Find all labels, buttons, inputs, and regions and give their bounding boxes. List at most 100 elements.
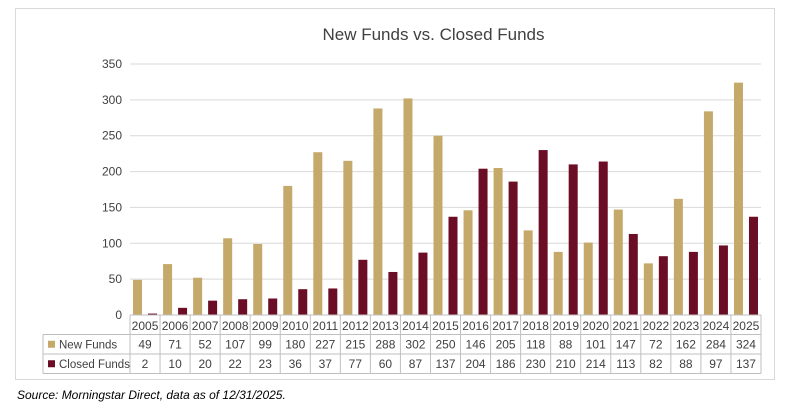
bar-new-funds xyxy=(673,198,683,315)
source-note: Source: Morningstar Direct, data as of 1… xyxy=(17,388,286,402)
y-tick-label: 300 xyxy=(102,93,122,107)
bar-closed-funds xyxy=(418,252,428,315)
data-label: 60 xyxy=(379,357,393,371)
bar-new-funds xyxy=(433,135,443,315)
x-tick-label: 2019 xyxy=(552,319,579,333)
data-label: 227 xyxy=(315,338,335,352)
y-tick-label: 200 xyxy=(102,165,122,179)
bar-new-funds xyxy=(703,111,713,316)
bar-closed-funds xyxy=(148,313,158,315)
data-label: 36 xyxy=(289,357,303,371)
y-tick-label: 250 xyxy=(102,129,122,143)
bar-new-funds xyxy=(523,230,533,315)
x-tick-label: 2016 xyxy=(462,319,489,333)
x-tick-label: 2006 xyxy=(162,319,189,333)
bar-closed-funds xyxy=(478,168,488,315)
x-tick-label: 2017 xyxy=(492,319,519,333)
data-label: 324 xyxy=(736,338,756,352)
bar-closed-funds xyxy=(388,271,398,315)
data-label: 147 xyxy=(616,338,636,352)
chart-title: New Funds vs. Closed Funds xyxy=(322,25,544,44)
x-tick-label: 2007 xyxy=(192,319,219,333)
data-label: 302 xyxy=(405,338,425,352)
bar-new-funds xyxy=(493,167,503,315)
x-tick-label: 2013 xyxy=(372,319,399,333)
bar-new-funds xyxy=(613,209,623,315)
chart: New Funds vs. Closed Funds 0 50 100 150 200 25… xyxy=(42,25,762,374)
bar-new-funds xyxy=(193,277,203,315)
bar-new-funds xyxy=(133,279,143,315)
data-label: 23 xyxy=(259,357,273,371)
bar-new-funds xyxy=(733,82,743,315)
data-label: 204 xyxy=(466,357,486,371)
data-label: 82 xyxy=(649,357,663,371)
data-label: 118 xyxy=(526,338,545,352)
legend-entry: New Funds xyxy=(59,340,117,352)
bar-closed-funds xyxy=(658,256,668,315)
bar-closed-funds xyxy=(688,251,698,315)
data-label: 87 xyxy=(409,357,423,371)
bar-new-funds xyxy=(163,264,173,315)
data-label: 2 xyxy=(142,357,149,371)
x-tick-label: 2022 xyxy=(642,319,669,333)
x-tick-label: 2025 xyxy=(733,319,760,333)
data-label: 20 xyxy=(198,357,212,371)
legend-swatch xyxy=(48,340,55,348)
data-label: 99 xyxy=(259,338,273,352)
y-tick-label: 50 xyxy=(109,272,123,286)
data-label: 284 xyxy=(706,338,726,352)
x-tick-label: 2012 xyxy=(342,319,369,333)
x-tick-label: 2014 xyxy=(402,319,429,333)
bar-new-funds xyxy=(313,152,323,315)
x-tick-label: 2020 xyxy=(582,319,609,333)
x-tick-label: 2015 xyxy=(432,319,459,333)
bar-closed-funds xyxy=(538,150,548,315)
x-tick-label: 2018 xyxy=(522,319,549,333)
bar-closed-funds xyxy=(568,164,578,315)
bar-closed-funds xyxy=(298,289,308,315)
data-label: 180 xyxy=(285,338,305,352)
y-tick-label: 350 xyxy=(102,57,122,71)
bar-closed-funds xyxy=(328,288,338,315)
bar-new-funds xyxy=(253,244,263,315)
data-label: 88 xyxy=(559,338,573,352)
bar-new-funds xyxy=(403,98,413,316)
bar-new-funds xyxy=(283,185,293,315)
legend-swatch xyxy=(48,360,55,368)
data-label: 186 xyxy=(496,357,516,371)
bar-new-funds xyxy=(463,210,473,315)
data-label: 88 xyxy=(679,357,693,371)
data-label: 146 xyxy=(466,338,486,352)
bar-new-funds xyxy=(643,263,653,315)
data-label: 37 xyxy=(319,357,333,371)
y-tick-label: 0 xyxy=(115,308,122,322)
bar-closed-funds xyxy=(268,298,278,315)
data-label: 22 xyxy=(228,357,242,371)
bar-new-funds xyxy=(553,251,563,315)
x-tick-label: 2008 xyxy=(222,319,249,333)
data-label: 137 xyxy=(736,357,756,371)
bar-closed-funds xyxy=(598,161,608,315)
bar-new-funds xyxy=(343,160,353,315)
data-label: 113 xyxy=(616,357,635,371)
legend-entry: Closed Funds xyxy=(59,359,130,371)
bar-new-funds xyxy=(583,242,593,315)
bar-closed-funds xyxy=(448,216,458,315)
data-label: 10 xyxy=(168,357,182,371)
y-tick-label: 150 xyxy=(102,200,122,214)
bar-closed-funds xyxy=(628,233,638,315)
chart-frame: New Funds vs. Closed Funds 0 50 100 150 200 25… xyxy=(15,8,775,380)
data-label: 205 xyxy=(496,338,516,352)
data-label: 250 xyxy=(435,338,455,352)
bar-closed-funds xyxy=(208,300,218,315)
data-label: 107 xyxy=(225,338,245,352)
data-label: 288 xyxy=(375,338,395,352)
data-label: 77 xyxy=(349,357,363,371)
bar-closed-funds xyxy=(508,181,518,315)
bar-new-funds xyxy=(373,108,383,315)
x-tick-label: 2024 xyxy=(703,319,730,333)
y-tick-label: 100 xyxy=(102,236,122,250)
bar-closed-funds xyxy=(178,307,188,315)
data-label: 230 xyxy=(526,357,546,371)
data-label: 101 xyxy=(586,338,606,352)
